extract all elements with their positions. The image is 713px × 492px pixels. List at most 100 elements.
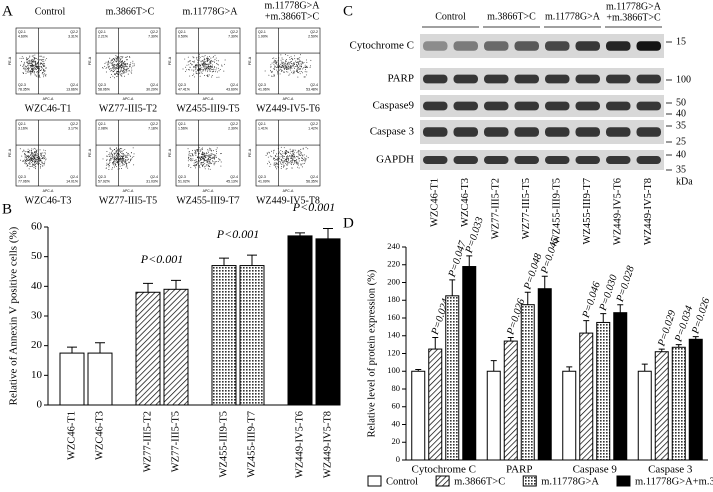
event-dot <box>33 156 35 157</box>
event-dot <box>284 63 286 65</box>
event-dot <box>121 75 123 77</box>
event-dot <box>119 155 121 157</box>
y-tick-label: 0 <box>396 454 400 464</box>
event-dot <box>32 152 34 154</box>
event-dot <box>42 63 43 65</box>
event-dot <box>44 156 46 158</box>
event-dot <box>208 161 210 163</box>
quadrant-value: 7.18% <box>148 126 158 130</box>
event-dot <box>111 152 113 154</box>
event-dot <box>112 163 114 165</box>
event-dot <box>39 63 41 65</box>
event-dot <box>307 66 309 68</box>
event-dot <box>120 152 122 153</box>
event-dot <box>288 161 290 163</box>
event-dot <box>299 150 301 152</box>
event-dot <box>31 150 32 152</box>
event-dot <box>279 67 281 69</box>
event-dot <box>288 159 289 161</box>
event-dot <box>43 74 45 76</box>
event-dot <box>185 70 187 72</box>
event-dot <box>203 75 205 77</box>
group-label: m.11778G>A <box>545 11 601 22</box>
event-dot <box>131 69 133 71</box>
event-dot <box>207 75 208 77</box>
event-dot <box>121 67 123 68</box>
event-dot <box>203 63 205 65</box>
event-dot <box>123 61 125 63</box>
event-dot <box>36 58 38 59</box>
event-dot <box>212 69 214 70</box>
event-dot <box>34 54 36 56</box>
event-dot <box>29 154 31 156</box>
row-label: PARP <box>387 73 414 85</box>
event-dot <box>27 165 29 167</box>
event-dot <box>119 65 121 67</box>
quadrant-name: Q2-4 <box>310 83 318 87</box>
event-dot <box>114 64 116 65</box>
event-dot <box>204 69 206 71</box>
event-dot <box>124 162 126 164</box>
event-dot <box>199 75 201 77</box>
event-dot <box>37 68 39 70</box>
event-dot <box>35 155 37 157</box>
event-dot <box>27 60 29 62</box>
event-dot <box>264 70 266 72</box>
event-dot <box>290 65 292 67</box>
event-dot <box>129 66 131 67</box>
row-label: Caspase9 <box>372 100 414 112</box>
event-dot <box>195 167 197 169</box>
event-dot <box>296 161 298 163</box>
blot-band <box>484 101 509 111</box>
event-dot <box>207 155 209 157</box>
event-dot <box>109 165 110 167</box>
event-dot <box>106 66 108 68</box>
event-dot <box>120 68 122 69</box>
event-dot <box>124 160 126 162</box>
event-dot <box>287 163 289 165</box>
event-dot <box>203 56 205 58</box>
event-dot <box>302 68 304 70</box>
event-dot <box>221 64 223 66</box>
event-dot <box>203 58 205 60</box>
event-dot <box>113 159 115 161</box>
event-dot <box>28 156 30 158</box>
quadrant-name: Q2-4 <box>310 175 318 179</box>
event-dot <box>290 55 292 57</box>
y-tick-label: 240 <box>387 241 400 251</box>
event-dot <box>24 155 26 157</box>
event-dot <box>36 71 38 72</box>
event-dot <box>121 157 123 159</box>
error-bar <box>449 279 456 296</box>
event-dot <box>44 158 46 160</box>
event-dot <box>266 152 268 154</box>
event-dot <box>30 65 32 67</box>
event-dot <box>19 148 21 150</box>
event-dot <box>210 155 212 156</box>
event-dot <box>297 151 299 153</box>
event-dot <box>42 163 44 165</box>
event-dot <box>30 63 32 65</box>
event-dot <box>28 149 30 151</box>
event-dot <box>285 71 287 73</box>
event-dot <box>112 63 113 65</box>
event-dot <box>297 58 299 60</box>
event-dot <box>205 160 207 162</box>
event-dot <box>32 65 33 67</box>
event-dot <box>197 156 198 158</box>
event-dot <box>35 57 36 59</box>
event-dot <box>295 71 297 72</box>
event-dot <box>297 76 299 78</box>
y-tick-label: 30 <box>31 310 43 322</box>
event-dot <box>114 77 115 79</box>
event-dot <box>109 152 111 154</box>
event-dot <box>116 151 118 153</box>
event-dot <box>21 155 23 157</box>
blot-band <box>636 127 661 137</box>
event-dot <box>281 159 283 161</box>
event-dot <box>289 67 291 68</box>
event-dot <box>124 148 126 150</box>
event-dot <box>282 157 283 159</box>
blot-band <box>575 101 600 111</box>
event-dot <box>209 163 211 165</box>
